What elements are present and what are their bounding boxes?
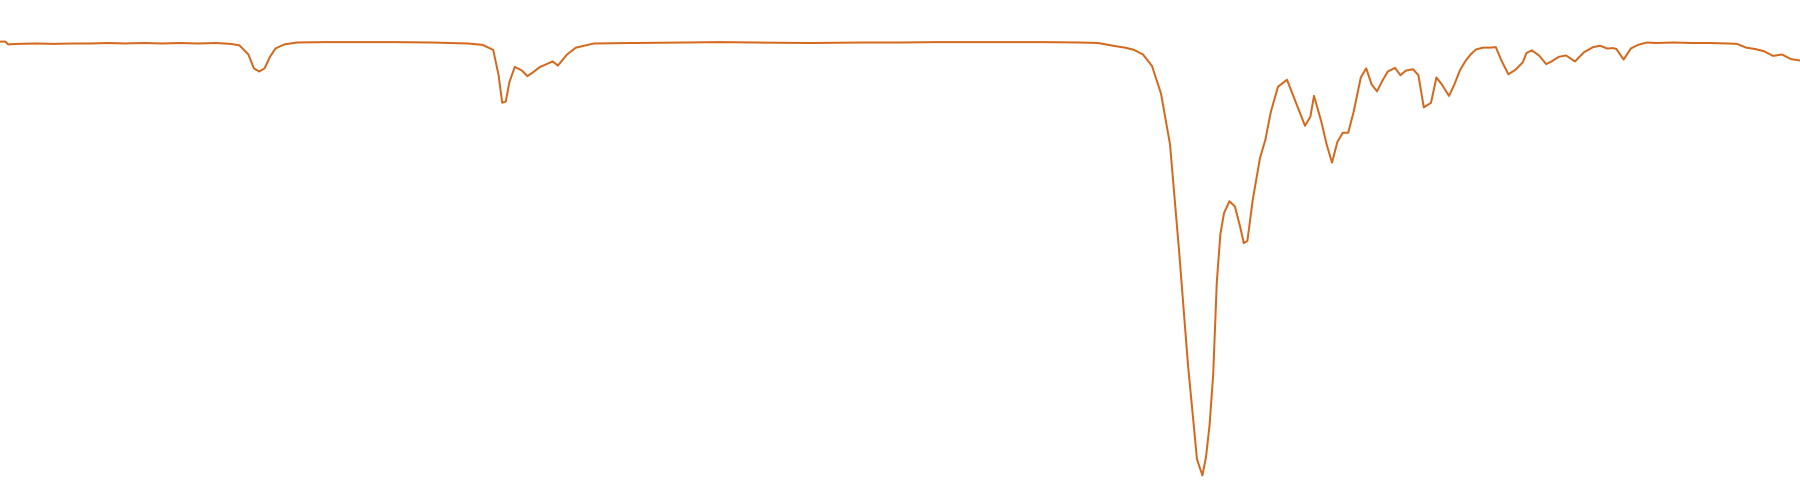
series-layer (0, 40, 1800, 477)
series-line-0 (0, 40, 1800, 477)
